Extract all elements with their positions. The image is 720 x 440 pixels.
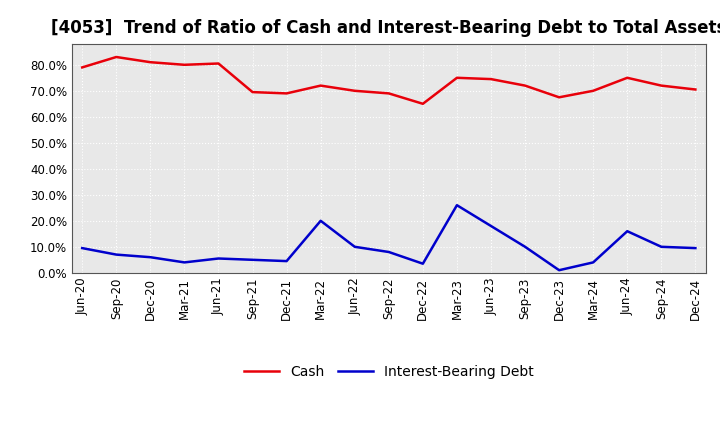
Cash [180,62,189,67]
Cash [418,101,427,106]
Interest-Bearing Debt [282,258,291,264]
Title: [4053]  Trend of Ratio of Cash and Interest-Bearing Debt to Total Assets: [4053] Trend of Ratio of Cash and Intere… [51,19,720,37]
Interest-Bearing Debt [351,244,359,249]
Interest-Bearing Debt [691,246,700,251]
Interest-Bearing Debt [657,244,665,249]
Interest-Bearing Debt [146,255,155,260]
Interest-Bearing Debt [316,218,325,224]
Interest-Bearing Debt [248,257,257,262]
Cash [112,55,121,60]
Cash [248,89,257,95]
Cash [351,88,359,93]
Interest-Bearing Debt [453,202,462,208]
Cash [691,87,700,92]
Interest-Bearing Debt [487,224,495,229]
Interest-Bearing Debt [555,268,564,273]
Cash [78,65,86,70]
Cash [521,83,529,88]
Cash [589,88,598,93]
Interest-Bearing Debt [112,252,121,257]
Cash [316,83,325,88]
Cash [487,77,495,82]
Interest-Bearing Debt [78,246,86,251]
Legend: Cash, Interest-Bearing Debt: Cash, Interest-Bearing Debt [238,360,539,385]
Cash [146,59,155,65]
Line: Cash: Cash [82,57,696,104]
Interest-Bearing Debt [384,249,393,255]
Cash [384,91,393,96]
Interest-Bearing Debt [521,244,529,249]
Line: Interest-Bearing Debt: Interest-Bearing Debt [82,205,696,270]
Interest-Bearing Debt [589,260,598,265]
Interest-Bearing Debt [180,260,189,265]
Interest-Bearing Debt [214,256,222,261]
Cash [453,75,462,81]
Cash [214,61,222,66]
Cash [657,83,665,88]
Cash [282,91,291,96]
Interest-Bearing Debt [623,228,631,234]
Interest-Bearing Debt [418,261,427,266]
Cash [555,95,564,100]
Cash [623,75,631,81]
